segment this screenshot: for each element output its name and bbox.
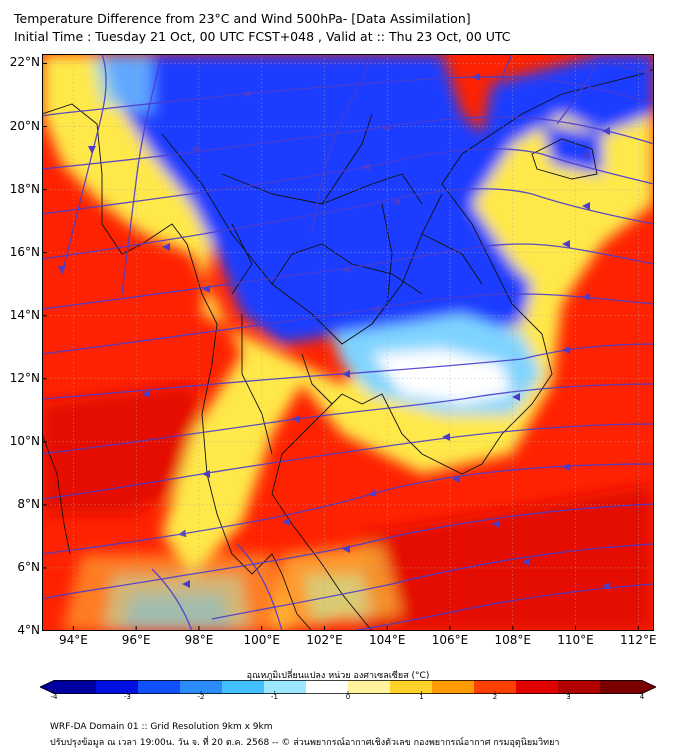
temperature-wind-map bbox=[42, 54, 654, 631]
lon-label: 106°E bbox=[431, 633, 469, 647]
wind-streamlines bbox=[42, 54, 654, 631]
yellow-south bbox=[272, 544, 402, 631]
chart-subtitle: Initial Time : Tuesday 21 Oct, 00 UTC FC… bbox=[14, 29, 511, 44]
colorbar-tick-label: -3 bbox=[124, 693, 131, 701]
lon-label: 98°E bbox=[184, 633, 214, 647]
footer-model-info: WRF-DA Domain 01 :: Grid Resolution 9km … bbox=[50, 722, 273, 732]
streamline-arrows bbox=[58, 68, 650, 590]
colorbar-extend-max bbox=[642, 680, 656, 694]
lon-label: 100°E bbox=[243, 633, 280, 647]
colorbar-tick-label: 4 bbox=[639, 693, 645, 701]
lat-label: 4°N bbox=[17, 623, 40, 637]
lat-label: 10°N bbox=[9, 433, 40, 448]
lon-label: 112°E bbox=[620, 633, 657, 647]
colorbar-segment bbox=[600, 680, 643, 694]
colorbar bbox=[40, 680, 656, 694]
lon-label: 104°E bbox=[368, 633, 406, 647]
colorbar-tick-label: 3 bbox=[566, 693, 571, 701]
colorbar-segment bbox=[54, 680, 97, 694]
lat-label: 8°N bbox=[17, 496, 40, 511]
colorbar-extend-min bbox=[40, 680, 54, 694]
colorbar-segment bbox=[390, 680, 433, 694]
colorbar-segment bbox=[96, 680, 139, 694]
cold-blob-east bbox=[542, 124, 602, 174]
graticule bbox=[42, 54, 654, 631]
colorbar-segment bbox=[516, 680, 559, 694]
light-blue-nw bbox=[92, 54, 152, 114]
colorbar-tick-label: 1 bbox=[419, 693, 424, 701]
lat-label: 18°N bbox=[9, 181, 40, 196]
colorbar-segment bbox=[138, 680, 181, 694]
colorbar-segment bbox=[306, 680, 349, 694]
colorbar-tick-label: 0 bbox=[345, 693, 351, 701]
map-panel bbox=[42, 54, 654, 631]
colorbar-tick-label: -2 bbox=[197, 693, 205, 701]
lat-label: 14°N bbox=[9, 307, 40, 322]
colorbar-tick-label: -4 bbox=[50, 693, 58, 701]
footer-credit: ปรับปรุงข้อมูล ณ เวลา 19:00น. วัน จ. ที่… bbox=[50, 738, 560, 748]
colorbar-segment bbox=[432, 680, 475, 694]
lon-label: 96°E bbox=[121, 633, 151, 647]
lat-label: 16°N bbox=[9, 244, 40, 259]
colorbar-segment bbox=[474, 680, 517, 694]
lon-label: 94°E bbox=[58, 633, 88, 647]
lon-label: 102°E bbox=[306, 633, 343, 647]
chart-title: Temperature Difference from 23°C and Win… bbox=[14, 11, 471, 26]
lat-label: 22°N bbox=[9, 55, 40, 70]
yellow-sw bbox=[62, 554, 292, 631]
colorbar-title: อุณหภูมิเปลี่ยนแปลง หน่วย องศาเซลเซียส (… bbox=[246, 671, 430, 681]
map-frame bbox=[42, 54, 654, 631]
colorbar-tick-label: -1 bbox=[271, 693, 278, 701]
lat-label: 12°N bbox=[9, 370, 40, 385]
cold-core bbox=[102, 54, 654, 354]
colorbar-segment bbox=[180, 680, 223, 694]
colorbar-segment bbox=[558, 680, 601, 694]
colorbar-segment bbox=[348, 680, 391, 694]
temperature-field bbox=[42, 54, 654, 631]
colorbar-segment bbox=[222, 680, 265, 694]
lat-label: 20°N bbox=[9, 118, 40, 133]
colorbar-tick-label: 2 bbox=[492, 693, 498, 701]
colorbar-segment bbox=[264, 680, 307, 694]
lon-label: 108°E bbox=[494, 633, 532, 647]
map-ticks bbox=[42, 62, 639, 631]
lat-label: 6°N bbox=[17, 559, 40, 574]
deep-red-zone bbox=[42, 384, 212, 514]
coastlines-borders bbox=[42, 68, 654, 631]
deep-red-zone bbox=[352, 484, 654, 631]
lon-label: 110°E bbox=[557, 633, 594, 647]
